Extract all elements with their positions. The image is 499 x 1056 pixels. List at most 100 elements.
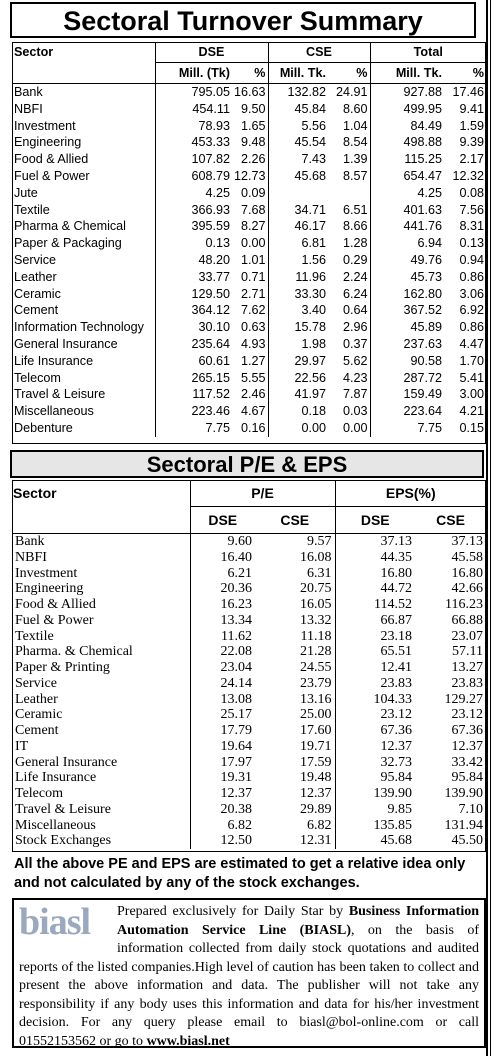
sector-cell: Service — [14, 252, 56, 267]
value-cell: 15.78 — [267, 319, 328, 336]
data-row: NBFI 16.40 16.08 44.35 45.58 — [12, 549, 486, 566]
value-cell: 223.64 — [369, 403, 444, 420]
value-cell: 67.36 — [334, 723, 416, 739]
value-cell: 5.55 — [240, 370, 266, 385]
value-cell: 19.64 — [189, 738, 255, 755]
value-cell: 115.25 — [369, 151, 444, 168]
value-cell: 2.17 — [459, 152, 484, 167]
sector-cell: Telecom — [14, 370, 61, 385]
data-row: Cement 364.12 7.62 3.40 0.64 367.52 6.92 — [12, 302, 486, 320]
value-cell: 48.20 — [154, 251, 232, 269]
data-row: Service 48.20 1.01 1.56 0.29 49.76 0.94 — [12, 251, 486, 269]
value-cell: 12.37 — [334, 738, 416, 755]
value-cell: 13.34 — [189, 612, 255, 629]
sector-cell: Miscellaneous — [14, 404, 94, 419]
value-cell: 84.49 — [369, 117, 444, 135]
data-row: Stock Exchanges 12.50 12.31 45.68 45.50 — [12, 833, 486, 849]
value-cell: 8.60 — [342, 101, 368, 116]
value-cell: 0.13 — [459, 236, 484, 251]
value-cell: 395.59 — [154, 218, 232, 236]
value-cell: 927.88 — [369, 83, 444, 101]
value-cell: 13.08 — [189, 691, 255, 708]
sector-cell: Miscellaneous — [15, 817, 96, 833]
value-cell: 23.83 — [451, 675, 484, 691]
sector-cell: Service — [15, 675, 57, 691]
header-row: Sector DSE CSE Total — [12, 42, 486, 63]
sector-cell: Travel & Leisure — [14, 387, 106, 402]
value-cell: 453.33 — [154, 134, 232, 152]
data-row: Life Insurance 19.31 19.48 95.84 95.84 — [12, 770, 486, 786]
value-cell: 237.63 — [369, 335, 444, 353]
data-row: Ceramic 25.17 25.00 23.12 23.12 — [12, 707, 486, 723]
value-cell: 1.04 — [342, 118, 368, 133]
value-cell: 12.73 — [234, 168, 266, 183]
value-cell: 0.13 — [154, 235, 232, 252]
value-cell: 0.63 — [240, 320, 266, 335]
value-cell: 5.56 — [267, 117, 328, 135]
sector-cell: Life Insurance — [14, 353, 94, 368]
value-cell: 7.75 — [154, 419, 232, 437]
value-cell: 1.98 — [267, 335, 328, 353]
data-row: General Insurance 235.64 4.93 1.98 0.37 237.6… — [12, 335, 486, 353]
value-cell: 30.10 — [154, 319, 232, 336]
subheader-cell: % — [232, 62, 268, 84]
value-cell: 44.72 — [334, 581, 416, 597]
value-cell: 6.92 — [459, 303, 484, 318]
value-cell: 0.64 — [342, 303, 368, 318]
value-cell: 5.41 — [459, 370, 484, 385]
logo: biasl — [19, 901, 91, 943]
sector-cell: Telecom — [15, 786, 63, 801]
value-cell: 78.93 — [154, 117, 232, 135]
value-cell: 60.61 — [154, 352, 232, 370]
sector-cell: Food & Allied — [15, 597, 96, 612]
data-row: Ceramic 129.50 2.71 33.30 6.24 162.80 3.06 — [12, 285, 486, 303]
value-cell: 8.66 — [342, 219, 368, 234]
subheader-cell: % — [328, 62, 370, 84]
data-row: Information Technology 30.10 0.63 15.78 2.96… — [12, 319, 486, 336]
value-cell: 1.59 — [459, 118, 484, 133]
value-cell: 0.18 — [267, 403, 328, 420]
subheader-row: DSE CSE DSE CSE — [12, 506, 487, 534]
value-cell: 23.04 — [189, 660, 255, 676]
data-row: General Insurance 17.97 17.59 32.73 33.42 — [12, 754, 486, 771]
value-cell: 129.27 — [444, 691, 484, 707]
data-row: Textile 366.93 7.68 34.71 6.51 401.63 7.56 — [12, 201, 486, 219]
data-row: Food & Allied 16.23 16.05 114.52 116.23 — [12, 597, 486, 613]
value-cell: 4.25 — [154, 184, 232, 202]
sector-cell: Textile — [15, 628, 54, 644]
value-cell: 608.79 — [154, 167, 232, 185]
sector-cell: Ceramic — [14, 286, 61, 301]
sector-cell: Pharma & Chemical — [14, 219, 126, 234]
value-cell: 1.65 — [240, 118, 266, 133]
value-cell: 95.84 — [451, 770, 484, 786]
value-cell — [267, 184, 328, 202]
subheader-cell: DSE — [334, 506, 416, 534]
value-cell: 116.23 — [445, 597, 484, 612]
value-cell: 4.67 — [240, 404, 266, 419]
value-cell: 44.35 — [334, 549, 416, 566]
value-cell: 0.71 — [240, 269, 266, 284]
subheader-cell: Mill. Tk. — [369, 62, 444, 84]
value-cell: 12.31 — [300, 833, 332, 849]
value-cell: 4.93 — [240, 336, 266, 351]
adjacent-column — [490, 0, 499, 1056]
value-cell: 23.12 — [334, 707, 416, 723]
value-cell: 9.85 — [334, 801, 416, 818]
value-cell: 46.17 — [267, 218, 328, 236]
sector-cell: Engineering — [14, 135, 82, 150]
value-cell: 8.31 — [459, 219, 484, 234]
value-cell: 16.40 — [189, 549, 255, 566]
value-cell: 8.27 — [240, 219, 266, 234]
value-cell: 265.15 — [154, 369, 232, 387]
value-cell: 33.77 — [154, 268, 232, 286]
data-row: Miscellaneous 6.82 6.82 135.85 131.94 — [12, 817, 486, 834]
sector-cell: Fuel & Power — [14, 168, 90, 183]
value-cell: 7.10 — [458, 801, 484, 817]
value-cell: 654.47 — [369, 167, 444, 185]
data-row: Pharma & Chemical 395.59 8.27 46.17 8.66 441.… — [12, 218, 486, 236]
value-cell: 0.00 — [267, 419, 328, 437]
value-cell: 45.73 — [369, 268, 444, 286]
pe-table: Sector P/E EPS(%) DSE CSE DSE CSE Bank 9.60 9.57 3… — [12, 480, 487, 849]
value-cell: 32.73 — [334, 754, 416, 771]
value-cell: 7.75 — [369, 419, 444, 437]
